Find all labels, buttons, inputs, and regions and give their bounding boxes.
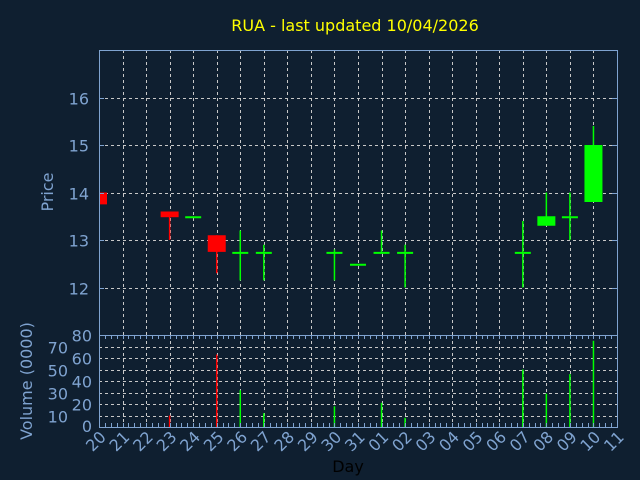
candle-10	[584, 126, 603, 202]
candle-23	[160, 211, 179, 240]
candle-body	[160, 211, 179, 218]
price-tick-label: 14	[69, 185, 89, 204]
chart-title: RUA - last updated 10/04/2026	[231, 16, 479, 35]
candle-body	[350, 263, 366, 266]
candle-body	[561, 216, 578, 219]
candle-26	[232, 230, 249, 281]
candle-25	[207, 235, 226, 274]
candle-02	[397, 244, 414, 288]
candle-07	[514, 221, 531, 288]
candle-body	[537, 216, 556, 226]
candle-body	[514, 251, 531, 254]
candle-body	[373, 251, 390, 254]
candle-body	[232, 251, 249, 254]
candle-20	[100, 192, 107, 205]
day-tick-label: 11	[600, 427, 628, 455]
candle-01	[373, 230, 390, 254]
price-tick-label: 12	[69, 280, 89, 299]
candle-body	[397, 251, 414, 254]
candle-27	[255, 244, 272, 281]
volume-axis-label: Volume (0000)	[17, 322, 36, 440]
candle-body	[326, 251, 343, 254]
candle-body	[584, 145, 603, 202]
volume-tick-label: 30	[48, 385, 68, 404]
volume-tick-label: 50	[48, 362, 68, 381]
volume-tick-label: 60	[72, 350, 92, 369]
price-tick-label: 13	[69, 232, 89, 251]
price-axis-label: Price	[38, 172, 57, 211]
candle-24	[185, 216, 202, 219]
price-tick-label: 15	[69, 137, 89, 156]
volume-tick-label: 80	[72, 327, 92, 346]
candle-body	[100, 192, 107, 205]
volume-tick-label: 20	[72, 396, 92, 415]
grid	[99, 50, 617, 427]
volume-tick-label: 10	[48, 408, 68, 427]
candle-30	[326, 249, 343, 281]
marks	[100, 126, 603, 427]
volume-tick-label: 70	[48, 339, 68, 358]
candle-31	[350, 263, 366, 266]
candle-08	[537, 192, 556, 226]
volume-tick-label: 40	[72, 373, 92, 392]
candle-body	[185, 216, 202, 219]
price-tick-label: 16	[69, 90, 89, 109]
candle-body	[207, 235, 226, 252]
candle-body	[255, 251, 272, 254]
day-axis-label: Day	[332, 457, 364, 476]
volume-tick-label: 0	[82, 417, 92, 436]
candle-09	[561, 192, 578, 240]
